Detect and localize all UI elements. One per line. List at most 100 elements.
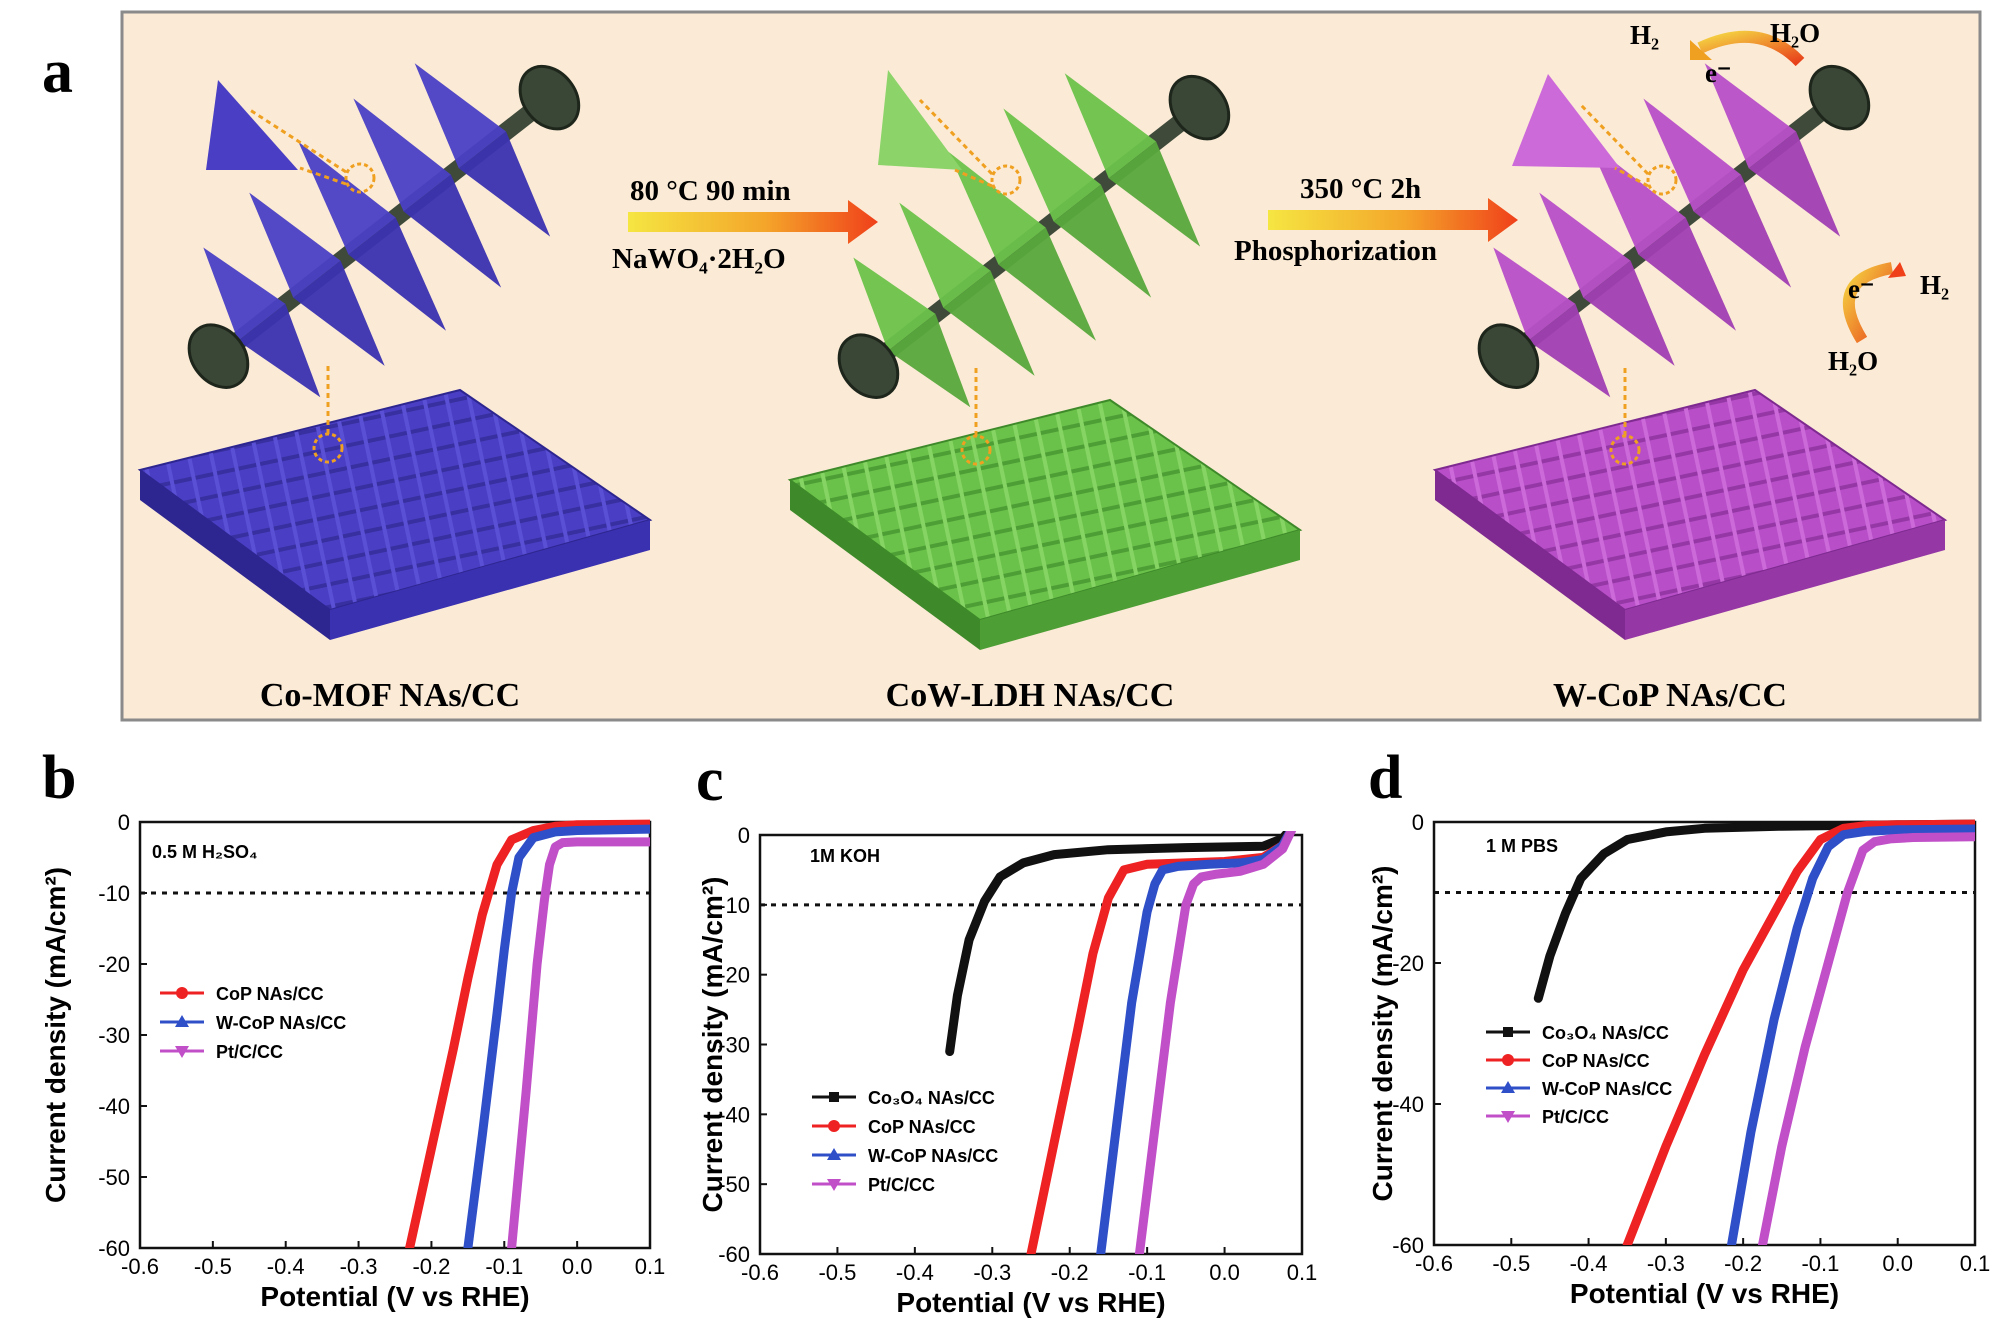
y-tick-label: -10 xyxy=(718,893,750,918)
step-arrow-2: 350 °C 2h Phosphorization xyxy=(1234,173,1518,267)
stage-label-cow-ldh: CoW-LDH NAs/CC xyxy=(886,677,1175,714)
series-W-CoP NAs/CC xyxy=(1096,831,1296,1254)
x-tick-label: 0.0 xyxy=(1882,1251,1913,1276)
plot-frame-c xyxy=(758,833,1304,1256)
x-tick-label: 0.0 xyxy=(1209,1260,1240,1285)
electrolyte-condition: 1 M PBS xyxy=(1486,836,1558,856)
step1-line2: NaWO₄·2H₂O xyxy=(612,243,786,275)
legend-label: Pt/C/CC xyxy=(868,1175,935,1195)
panel-d-label: d xyxy=(1368,744,1402,812)
chart-panel-b: b -0.6 -0.5 -0.4 -0.3 -0.2 -0.1 0.0 0.1 0 -10 -20 -3… xyxy=(40,744,665,1312)
legend-marker xyxy=(1501,1111,1515,1123)
series-Pt/C/CC xyxy=(1134,831,1297,1254)
y-axis-title: Current density (mA/cm²) xyxy=(697,876,728,1212)
step-arrow-1: 80 °C 90 min NaWO₄·2H₂O xyxy=(612,175,878,275)
series-Pt/C/CC xyxy=(507,837,650,1248)
legend-marker xyxy=(828,1120,840,1132)
y-tick-label: -50 xyxy=(98,1165,130,1190)
x-tick-label: 0.1 xyxy=(635,1254,666,1279)
x-tick-label: -0.5 xyxy=(818,1260,856,1285)
reaction-top-electron: e⁻ xyxy=(1705,58,1731,88)
x-tick-label: -0.3 xyxy=(340,1254,378,1279)
reaction-bottom-electron: e⁻ xyxy=(1848,274,1874,304)
y-tick-label: 0 xyxy=(738,823,750,848)
y-tick-label: -30 xyxy=(718,1033,750,1058)
x-tick-label: -0.5 xyxy=(194,1254,232,1279)
chart-panel-c: c -0.6 -0.5 -0.4 -0.3 -0.2 -0.1 0.0 0.1 0 -10 -20 -3… xyxy=(696,746,1317,1318)
legend-marker xyxy=(1501,1081,1515,1093)
step1-line1: 80 °C 90 min xyxy=(630,175,791,207)
panel-a-label: a xyxy=(42,38,73,106)
legend-label: Pt/C/CC xyxy=(216,1042,283,1062)
reaction-top: H₂ H₂O e⁻ xyxy=(1630,18,1820,88)
electrolyte-condition: 1M KOH xyxy=(810,846,880,866)
x-tick-label: -0.5 xyxy=(1492,1251,1530,1276)
series-Pt/C/CC xyxy=(1758,832,1975,1245)
w-cop-illustration xyxy=(1432,63,1948,640)
x-tick-label: -0.4 xyxy=(1570,1251,1608,1276)
x-axis-title: Potential (V vs RHE) xyxy=(896,1287,1165,1318)
co-mof-illustration xyxy=(137,63,653,640)
legend-label: Pt/C/CC xyxy=(1542,1107,1609,1127)
legend-label: CoP NAs/CC xyxy=(216,984,324,1004)
x-tick-label: 0.1 xyxy=(1287,1260,1318,1285)
legend-label: Co₃O₄ NAs/CC xyxy=(868,1088,995,1108)
y-tick-label: -60 xyxy=(718,1242,750,1267)
stage-label-co-mof: Co-MOF NAs/CC xyxy=(260,677,520,714)
reaction-bottom-reactant: H₂O xyxy=(1828,346,1878,376)
x-axis-title: Potential (V vs RHE) xyxy=(1570,1278,1839,1309)
x-tick-label: -0.3 xyxy=(1647,1251,1685,1276)
legend-label: CoP NAs/CC xyxy=(1542,1051,1650,1071)
legend-label: CoP NAs/CC xyxy=(868,1117,976,1137)
panel-b-label: b xyxy=(42,744,76,812)
y-tick-label: -20 xyxy=(718,963,750,988)
legend-marker xyxy=(175,1015,189,1027)
stage-label-w-cop: W-CoP NAs/CC xyxy=(1553,677,1787,714)
legend-marker xyxy=(175,1046,189,1058)
y-tick-label: -20 xyxy=(1392,951,1424,976)
series-W-CoP NAs/CC xyxy=(1727,824,1975,1245)
step2-line2: Phosphorization xyxy=(1234,235,1437,267)
x-axis-title: Potential (V vs RHE) xyxy=(260,1281,529,1312)
x-tick-label: -0.1 xyxy=(1801,1251,1839,1276)
y-tick-label: -50 xyxy=(718,1172,750,1197)
legend-marker xyxy=(1502,1054,1514,1066)
y-axis-title: Current density (mA/cm²) xyxy=(1367,865,1398,1201)
y-tick-label: -60 xyxy=(98,1236,130,1261)
x-tick-label: -0.2 xyxy=(1724,1251,1762,1276)
legend-label: W-CoP NAs/CC xyxy=(216,1013,346,1033)
y-tick-label: -10 xyxy=(98,881,130,906)
y-axis-title: Current density (mA/cm²) xyxy=(40,867,71,1203)
y-tick-label: -20 xyxy=(98,952,130,977)
step2-line1: 350 °C 2h xyxy=(1300,173,1421,205)
reaction-bottom: H₂ H₂O e⁻ xyxy=(1828,262,1949,376)
y-tick-label: -40 xyxy=(718,1102,750,1127)
series-Co₃O₄ NAs/CC xyxy=(1533,819,1975,1003)
y-tick-label: 0 xyxy=(1412,810,1424,835)
cow-ldh-illustration xyxy=(787,70,1303,650)
x-tick-label: -0.4 xyxy=(267,1254,305,1279)
x-tick-label: 0.1 xyxy=(1960,1251,1991,1276)
plot-frame-b xyxy=(138,820,652,1250)
y-tick-label: -40 xyxy=(98,1094,130,1119)
x-tick-label: -0.6 xyxy=(121,1254,159,1279)
y-tick-label: -30 xyxy=(98,1023,130,1048)
series-W-CoP NAs/CC xyxy=(463,824,650,1248)
plot-frame-d xyxy=(1432,820,1977,1247)
x-tick-label: -0.6 xyxy=(741,1260,779,1285)
x-tick-label: -0.2 xyxy=(412,1254,450,1279)
panel-c-label: c xyxy=(696,746,724,814)
reaction-top-reactant: H₂O xyxy=(1770,18,1820,48)
legend-label: Co₃O₄ NAs/CC xyxy=(1542,1023,1669,1043)
chart-panel-d: d -0.6 -0.5 -0.4 -0.3 -0.2 -0.1 0.0 0.1 0 -20 -40 -6… xyxy=(1367,744,1990,1309)
electrolyte-condition: 0.5 M H₂SO₄ xyxy=(152,842,258,862)
x-tick-label: -0.1 xyxy=(485,1254,523,1279)
y-tick-label: -60 xyxy=(1392,1233,1424,1258)
legend-marker xyxy=(1503,1027,1513,1037)
legend-label: W-CoP NAs/CC xyxy=(868,1146,998,1166)
y-tick-label: 0 xyxy=(118,810,130,835)
x-tick-label: -0.4 xyxy=(896,1260,934,1285)
legend-marker xyxy=(176,987,188,999)
x-tick-label: -0.2 xyxy=(1051,1260,1089,1285)
